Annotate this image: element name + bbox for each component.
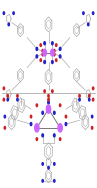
Circle shape [42, 163, 43, 165]
Circle shape [52, 61, 53, 64]
Circle shape [58, 124, 62, 132]
Circle shape [92, 87, 94, 90]
Circle shape [48, 98, 49, 101]
Circle shape [7, 98, 8, 101]
Circle shape [42, 53, 43, 56]
Circle shape [42, 134, 43, 137]
Circle shape [46, 105, 51, 113]
Circle shape [56, 44, 57, 46]
Circle shape [44, 61, 45, 64]
Circle shape [54, 163, 55, 165]
Circle shape [56, 59, 57, 61]
Circle shape [36, 138, 38, 140]
Circle shape [79, 98, 80, 101]
Circle shape [83, 12, 84, 14]
Circle shape [54, 111, 55, 114]
Circle shape [30, 123, 32, 126]
Circle shape [59, 47, 61, 50]
Circle shape [8, 23, 9, 26]
Circle shape [48, 95, 49, 97]
Circle shape [51, 49, 54, 56]
Circle shape [4, 115, 6, 118]
Circle shape [4, 127, 6, 129]
Circle shape [44, 42, 45, 45]
Circle shape [54, 180, 55, 182]
Circle shape [36, 47, 38, 50]
Circle shape [40, 44, 41, 46]
Circle shape [43, 49, 46, 56]
Circle shape [52, 42, 53, 45]
Circle shape [89, 98, 90, 101]
Circle shape [54, 49, 55, 52]
Circle shape [3, 98, 5, 101]
Circle shape [42, 111, 43, 114]
Circle shape [92, 98, 94, 101]
Circle shape [92, 12, 94, 14]
Circle shape [13, 12, 14, 14]
Circle shape [30, 115, 32, 118]
Circle shape [52, 90, 53, 92]
Circle shape [48, 101, 49, 104]
Circle shape [88, 23, 89, 26]
Circle shape [59, 104, 61, 107]
Circle shape [36, 104, 38, 107]
Circle shape [3, 12, 5, 14]
Circle shape [79, 95, 80, 97]
Circle shape [91, 115, 93, 118]
Circle shape [59, 138, 61, 140]
Circle shape [35, 124, 39, 132]
Circle shape [65, 115, 67, 118]
Circle shape [17, 95, 18, 97]
Circle shape [54, 53, 55, 56]
Circle shape [40, 59, 41, 61]
Circle shape [42, 180, 43, 182]
Circle shape [3, 87, 5, 90]
Circle shape [7, 95, 8, 97]
Circle shape [65, 123, 67, 126]
Circle shape [48, 166, 49, 169]
Circle shape [89, 95, 90, 97]
Circle shape [17, 98, 18, 101]
Circle shape [59, 55, 61, 58]
Circle shape [42, 49, 43, 52]
Circle shape [36, 55, 38, 58]
Circle shape [44, 90, 45, 92]
Circle shape [91, 127, 93, 129]
Circle shape [54, 134, 55, 137]
